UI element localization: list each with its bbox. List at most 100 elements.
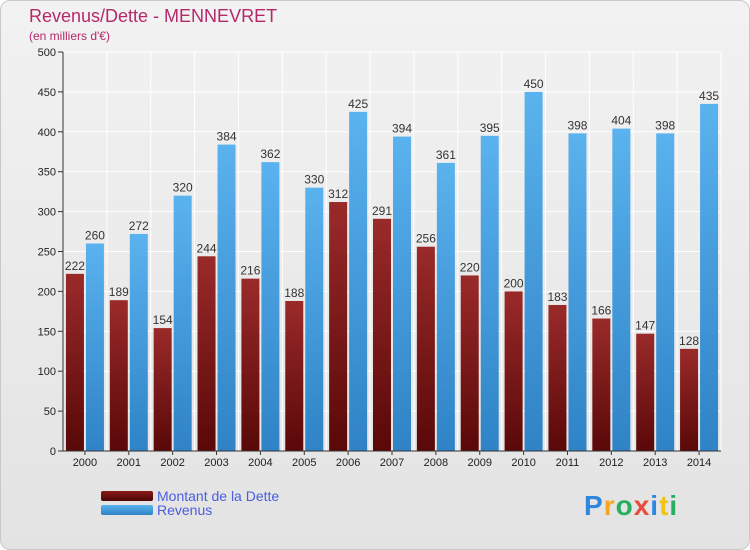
grid-layer [62, 51, 722, 452]
bar-revenus [612, 128, 631, 451]
bar-revenus [568, 133, 587, 451]
y-tick-label: 400 [38, 127, 56, 139]
bar-revenus [480, 135, 499, 452]
bar-dette [285, 300, 304, 451]
logo-letter: x [633, 490, 651, 521]
bar-dette [65, 273, 84, 451]
x-tick-label: 2002 [160, 457, 184, 469]
bar-revenus [261, 162, 280, 451]
legend-label-debt: Montant de la Dette [157, 488, 280, 504]
bars-layer [65, 91, 719, 452]
x-tick-label: 2001 [117, 457, 141, 469]
x-tick-label: 2003 [204, 457, 228, 469]
x-tick-label: 2004 [248, 457, 272, 469]
x-tick-label: 2006 [336, 457, 360, 469]
data-label-revenus: 272 [129, 219, 149, 233]
y-tick-label: 500 [38, 47, 56, 59]
data-label-revenus: 361 [436, 148, 456, 162]
x-tick-label: 2009 [467, 457, 491, 469]
bar-revenus [524, 91, 543, 452]
bar-dette [636, 333, 655, 451]
data-label-revenus: 362 [260, 147, 280, 161]
x-tick-label: 2013 [643, 457, 667, 469]
logo-letter: P [584, 490, 604, 521]
bar-dette [109, 300, 128, 451]
data-label-revenus: 384 [217, 130, 237, 144]
y-tick-label: 450 [38, 87, 56, 99]
bar-revenus [173, 195, 192, 451]
x-tick-label: 2010 [511, 457, 535, 469]
data-label-revenus: 260 [85, 229, 105, 243]
data-label-dette: 200 [504, 276, 524, 290]
logo-letter: t [659, 490, 670, 521]
bar-revenus [393, 136, 411, 451]
logo-letter: r [603, 490, 616, 521]
data-label-revenus: 330 [304, 173, 324, 187]
data-label-dette: 244 [197, 241, 217, 255]
bar-revenus [85, 243, 104, 451]
y-tick-label: 100 [38, 366, 56, 378]
y-tick-label: 0 [50, 446, 56, 458]
data-label-revenus: 435 [699, 89, 719, 103]
bar-dette [548, 304, 567, 451]
legend-swatch-revenus [101, 505, 153, 515]
bar-dette [680, 348, 699, 451]
data-label-dette: 216 [240, 264, 260, 278]
bar-revenus [700, 103, 719, 452]
y-tick-label: 350 [38, 167, 56, 179]
bar-dette [416, 246, 435, 451]
logo-letter: i [650, 490, 660, 521]
bar-revenus [436, 162, 455, 451]
legend-item-debt: Montant de la Dette [101, 488, 280, 504]
x-tick-label: 2014 [687, 457, 711, 469]
y-tick-label: 300 [38, 207, 56, 219]
logo-letter: i [669, 490, 679, 521]
bar-dette [329, 202, 348, 451]
labels-layer: 0 50 100 150 200 250 300 350 400 450 500 222 260 2000… [38, 47, 720, 469]
bar-dette [504, 291, 523, 451]
data-label-revenus: 395 [480, 121, 500, 135]
bar-revenus [349, 111, 368, 451]
data-label-dette: 154 [153, 313, 173, 327]
data-label-revenus: 425 [348, 97, 368, 111]
chart-subtitle: (en milliers d'€) [29, 29, 110, 43]
axis-layer [58, 51, 721, 455]
bar-dette [373, 218, 391, 451]
data-label-dette: 189 [109, 285, 129, 299]
legend-item-revenus: Revenus [101, 502, 213, 518]
data-label-dette: 291 [372, 204, 392, 218]
data-label-revenus: 404 [611, 114, 631, 128]
bar-revenus [656, 133, 675, 451]
legend-label-revenus: Revenus [157, 502, 213, 518]
x-tick-label: 2000 [73, 457, 97, 469]
bar-dette [241, 278, 260, 451]
chart-title: Revenus/Dette - MENNEVRET [29, 6, 278, 26]
data-label-dette: 312 [328, 187, 348, 201]
logo-letter: o [615, 490, 634, 521]
bar-dette [197, 256, 216, 451]
data-label-revenus: 320 [173, 181, 193, 195]
data-label-dette: 256 [416, 232, 436, 246]
y-tick-label: 50 [44, 406, 56, 418]
y-tick-label: 250 [38, 247, 56, 259]
x-tick-label: 2007 [380, 457, 404, 469]
data-label-revenus: 450 [524, 77, 544, 91]
data-label-dette: 128 [679, 334, 699, 348]
data-label-revenus: 398 [655, 118, 675, 132]
bar-dette [153, 328, 172, 451]
data-label-dette: 222 [65, 259, 85, 273]
bar-revenus [305, 187, 324, 451]
data-label-dette: 188 [284, 286, 304, 300]
bar-revenus [217, 144, 236, 451]
data-label-revenus: 394 [392, 122, 412, 136]
proxiti-logo: Proxiti [584, 490, 678, 522]
data-label-revenus: 398 [567, 118, 587, 132]
bar-dette [592, 318, 611, 451]
legend-swatch-debt [101, 491, 153, 501]
data-label-dette: 166 [591, 304, 611, 318]
bar-dette [460, 275, 479, 451]
y-tick-label: 200 [38, 286, 56, 298]
data-label-dette: 183 [547, 290, 567, 304]
x-tick-label: 2011 [556, 457, 580, 469]
